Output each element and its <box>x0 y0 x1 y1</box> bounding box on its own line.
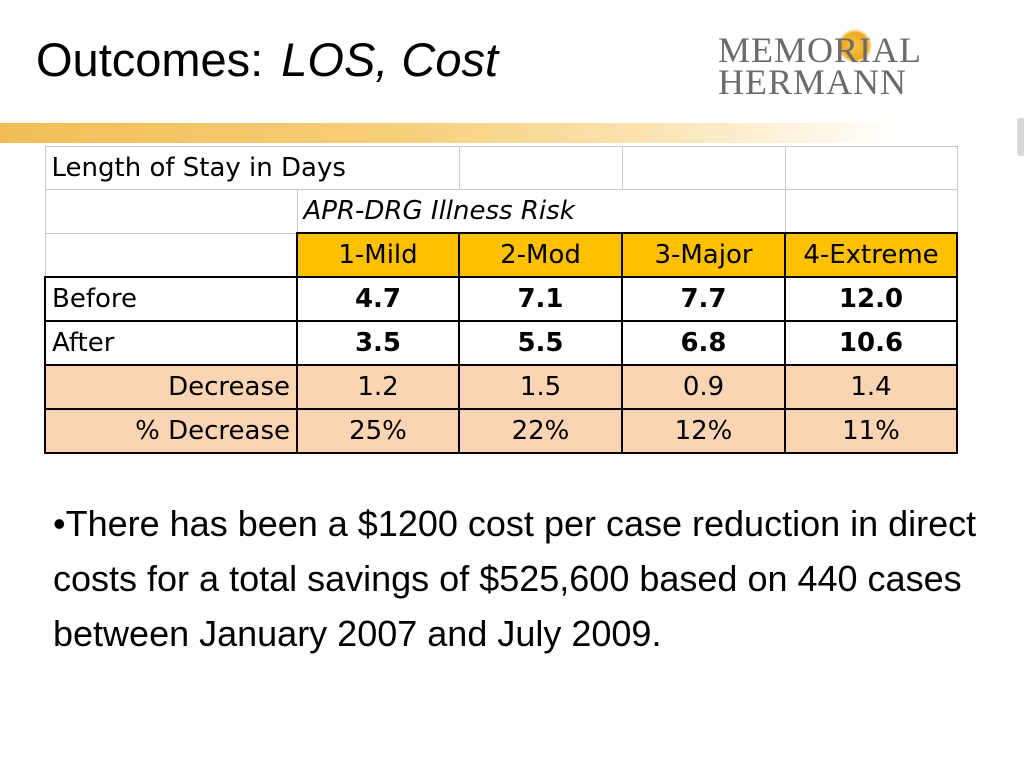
table-cell: 25% <box>296 408 460 454</box>
row-label: Before <box>44 276 298 322</box>
logo-line-1: MEMORIAL <box>718 30 922 70</box>
bullet-text: •There has been a $1200 cost per case re… <box>53 503 977 654</box>
table-row: After 3.5 5.5 6.8 10.6 <box>44 320 958 366</box>
table-cell: 11% <box>784 408 958 454</box>
slide-title: Outcomes: LOS, Cost <box>36 28 498 92</box>
group-header: APR-DRG Illness Risk <box>296 189 786 234</box>
edge-decoration <box>1017 118 1024 156</box>
empty-cell <box>784 146 958 190</box>
table-cell: 12.0 <box>784 276 958 322</box>
column-header: 3-Major <box>621 232 786 278</box>
table-cell: 4.7 <box>296 276 460 322</box>
row-label: After <box>44 320 298 366</box>
empty-cell <box>621 146 786 190</box>
column-header-row: 1-Mild 2-Mod 3-Major 4-Extreme <box>44 232 958 278</box>
table-cell: 0.9 <box>621 364 786 410</box>
table-title: Length of Stay in Days <box>44 146 460 190</box>
table-title-row: Length of Stay in Days <box>44 146 958 190</box>
table-cell: 6.8 <box>621 320 786 366</box>
group-header-row: APR-DRG Illness Risk <box>44 189 958 234</box>
accent-bar <box>0 123 900 143</box>
table-cell: 10.6 <box>784 320 958 366</box>
logo-line-2: HERMANN <box>718 62 908 102</box>
table-cell: 7.7 <box>621 276 786 322</box>
table-cell: 22% <box>458 408 623 454</box>
table-cell: 1.4 <box>784 364 958 410</box>
table-row: % Decrease 25% 22% 12% 11% <box>44 408 958 454</box>
column-header: 4-Extreme <box>784 232 958 278</box>
empty-cell <box>44 232 298 278</box>
table-cell: 12% <box>621 408 786 454</box>
empty-cell <box>458 146 623 190</box>
slide-title-main: Outcomes: <box>36 33 264 86</box>
empty-cell <box>44 189 298 234</box>
table-cell: 5.5 <box>458 320 623 366</box>
row-label: % Decrease <box>44 408 298 454</box>
table-row: Before 4.7 7.1 7.7 12.0 <box>44 276 958 322</box>
table-cell: 3.5 <box>296 320 460 366</box>
column-header: 2-Mod <box>458 232 623 278</box>
table-cell: 1.5 <box>458 364 623 410</box>
slide-title-sub: LOS, Cost <box>281 33 499 86</box>
length-of-stay-table: Length of Stay in Days APR-DRG Illness R… <box>44 146 958 454</box>
empty-cell <box>784 189 958 234</box>
table-cell: 7.1 <box>458 276 623 322</box>
table-row: Decrease 1.2 1.5 0.9 1.4 <box>44 364 958 410</box>
row-label: Decrease <box>44 364 298 410</box>
column-header: 1-Mild <box>296 232 460 278</box>
memorial-hermann-logo: MEMORIAL HERMANN <box>718 26 968 102</box>
logo-sun-icon <box>838 29 872 63</box>
table-cell: 1.2 <box>296 364 460 410</box>
